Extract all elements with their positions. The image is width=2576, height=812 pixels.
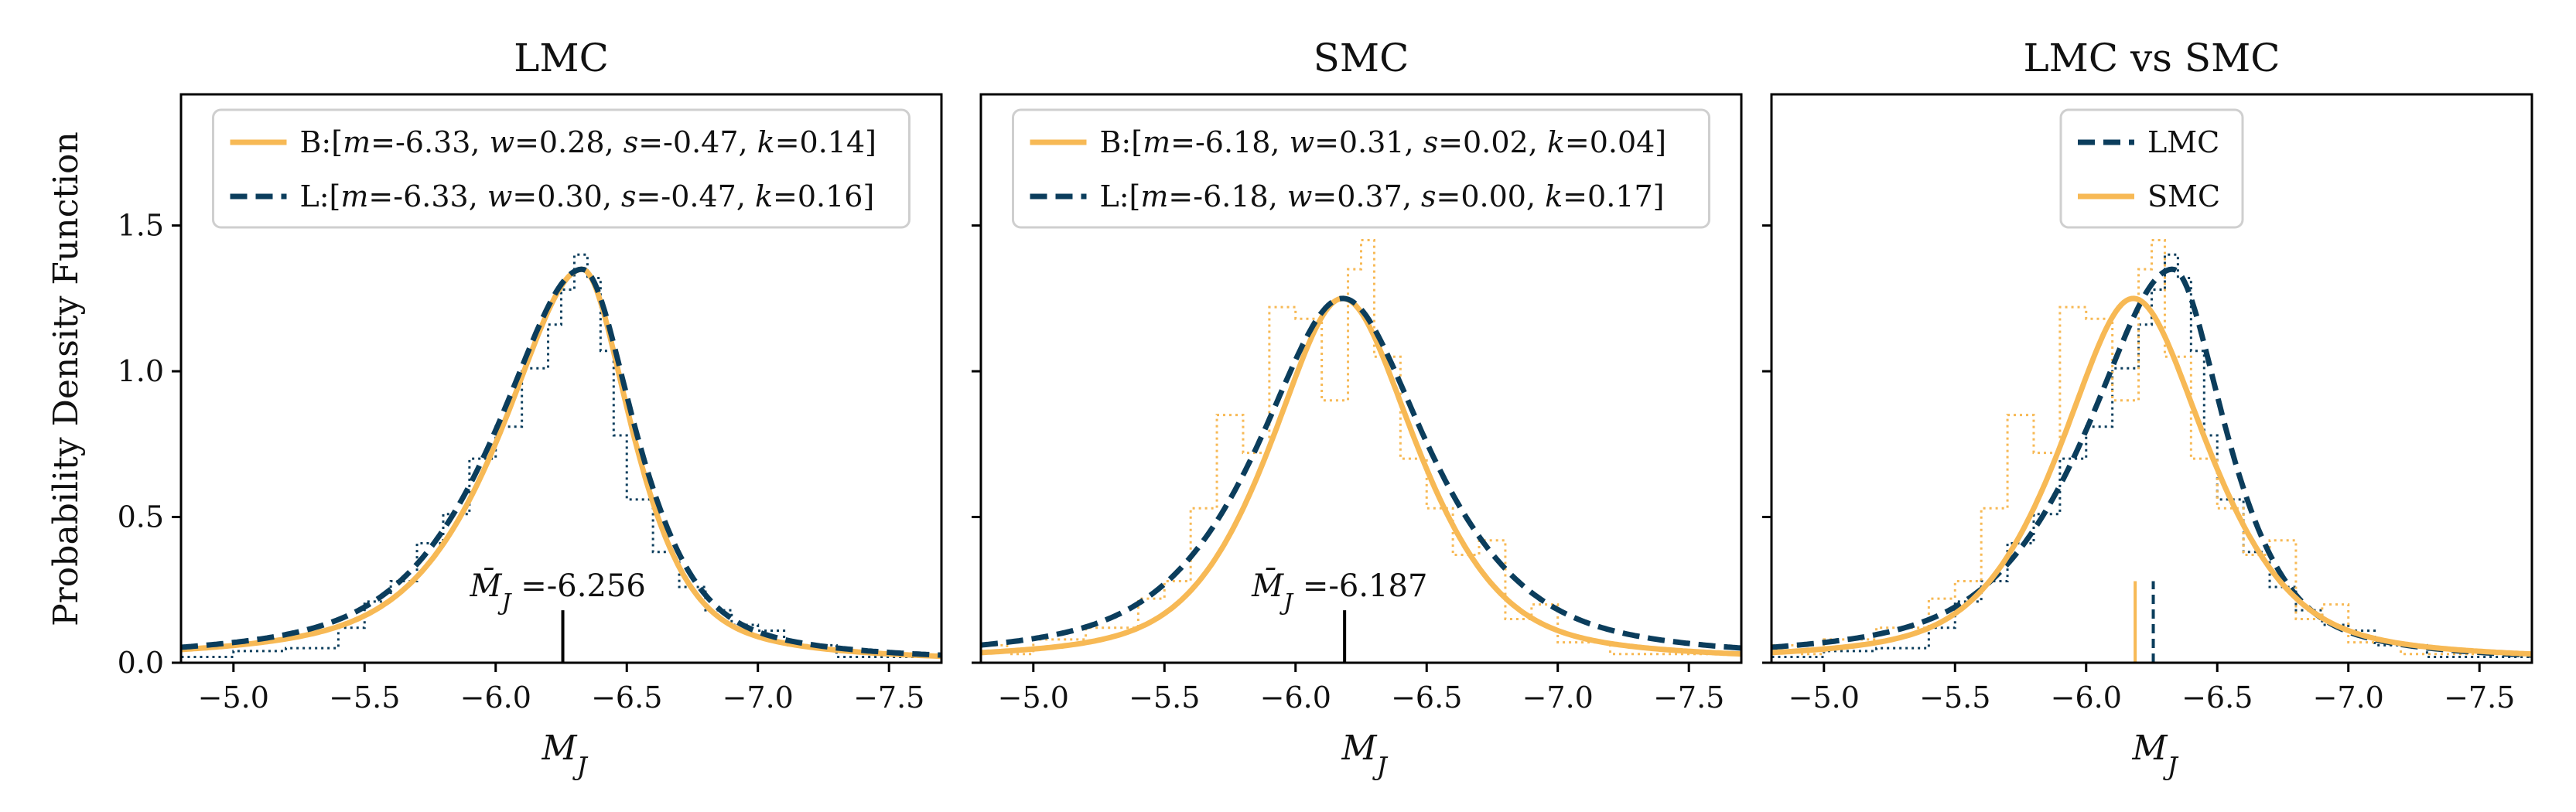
plot-area — [981, 238, 1741, 663]
x-tick-label: −6.0 — [1260, 681, 1331, 715]
x-tick-label: −6.0 — [460, 681, 531, 715]
y-axis-label: Probability Density Function — [46, 131, 86, 626]
legend: LMC SMC — [2059, 108, 2244, 229]
panel-2: M̄J =-6.187 −5.0 −5.5 −6.0 −6.5 −7.0 −7.5 SMC MJ… — [972, 36, 1743, 781]
x-tick-label: −6.5 — [1391, 681, 1462, 715]
legend-label: B:[m=-6.18, w=0.31, s=0.02, k=0.04] — [1100, 125, 1667, 159]
x-tick-label: −7.0 — [723, 681, 794, 715]
legend-label: LMC — [2147, 125, 2219, 159]
x-tick-label: −5.0 — [198, 681, 269, 715]
x-tick-label: −7.5 — [2444, 681, 2515, 715]
figure-ylabel: Probability Density Function — [46, 131, 86, 626]
x-tick-label: −5.5 — [329, 681, 400, 715]
x-tick-label: −7.5 — [853, 681, 924, 715]
mean-label: M̄J =-6.187 — [1251, 568, 1427, 616]
legend-label: L:[m=-6.18, w=0.37, s=0.00, k=0.17] — [1100, 179, 1665, 213]
legend-box — [212, 108, 910, 229]
panel-title: LMC vs SMC — [2023, 36, 2280, 80]
x-tick-label: −7.5 — [1653, 681, 1724, 715]
x-tick-label: −6.5 — [2181, 681, 2253, 715]
axes-frame — [1770, 93, 2533, 664]
x-tick-label: −6.0 — [2051, 681, 2122, 715]
panel-1: M̄J =-6.256 −5.0 −5.5 −6.0 −6.5 −7.0 −7.5 0.0 0.… — [118, 36, 943, 781]
y-tick-label: 1.5 — [118, 209, 164, 243]
x-tick-label: −7.0 — [1522, 681, 1594, 715]
axes-frame — [179, 93, 943, 664]
y-tick-label: 0.0 — [118, 646, 164, 680]
x-tick-label: −5.5 — [1129, 681, 1200, 715]
panels: M̄J =-6.256 −5.0 −5.5 −6.0 −6.5 −7.0 −7.5 0.0 0.… — [118, 36, 2533, 781]
x-axis-label: MJ — [542, 728, 589, 781]
x-tick-label: −5.0 — [998, 681, 1069, 715]
x-tick-label: −5.0 — [1789, 681, 1860, 715]
legend: B:[m=-6.18, w=0.31, s=0.02, k=0.04] L:[m=… — [1012, 108, 1710, 229]
panel-title: LMC — [514, 36, 609, 80]
y-tick-label: 0.5 — [118, 500, 164, 534]
panel-title: SMC — [1314, 36, 1409, 80]
curve-l — [981, 295, 1741, 651]
curve-smc — [1771, 295, 2532, 657]
y-tick-label: 1.0 — [118, 354, 164, 388]
legend-box — [1012, 108, 1710, 229]
plot-area — [1771, 238, 2532, 663]
histogram-2 — [1771, 238, 2532, 663]
curve-l — [181, 266, 941, 658]
legend-label: L:[m=-6.33, w=0.30, s=-0.47, k=0.16] — [300, 179, 875, 213]
legend: B:[m=-6.33, w=0.28, s=-0.47, k=0.14] L:[m… — [212, 108, 910, 229]
x-tick-label: −6.5 — [591, 681, 662, 715]
x-axis-label: MJ — [2132, 728, 2179, 781]
x-tick-label: −5.5 — [1919, 681, 1990, 715]
plot-area — [181, 253, 941, 663]
legend-label: B:[m=-6.33, w=0.28, s=-0.47, k=0.14] — [300, 125, 876, 159]
x-tick-label: −7.0 — [2313, 681, 2384, 715]
mean-label: M̄J =-6.256 — [470, 568, 646, 616]
axes-frame — [979, 93, 1743, 664]
legend-label: SMC — [2147, 179, 2220, 213]
panel-3: −5.0 −5.5 −6.0 −6.5 −7.0 −7.5 LMC vs SMC MJ LMC… — [1762, 36, 2533, 781]
x-axis-label: MJ — [1341, 728, 1389, 781]
curve-lmc — [1771, 266, 2532, 658]
